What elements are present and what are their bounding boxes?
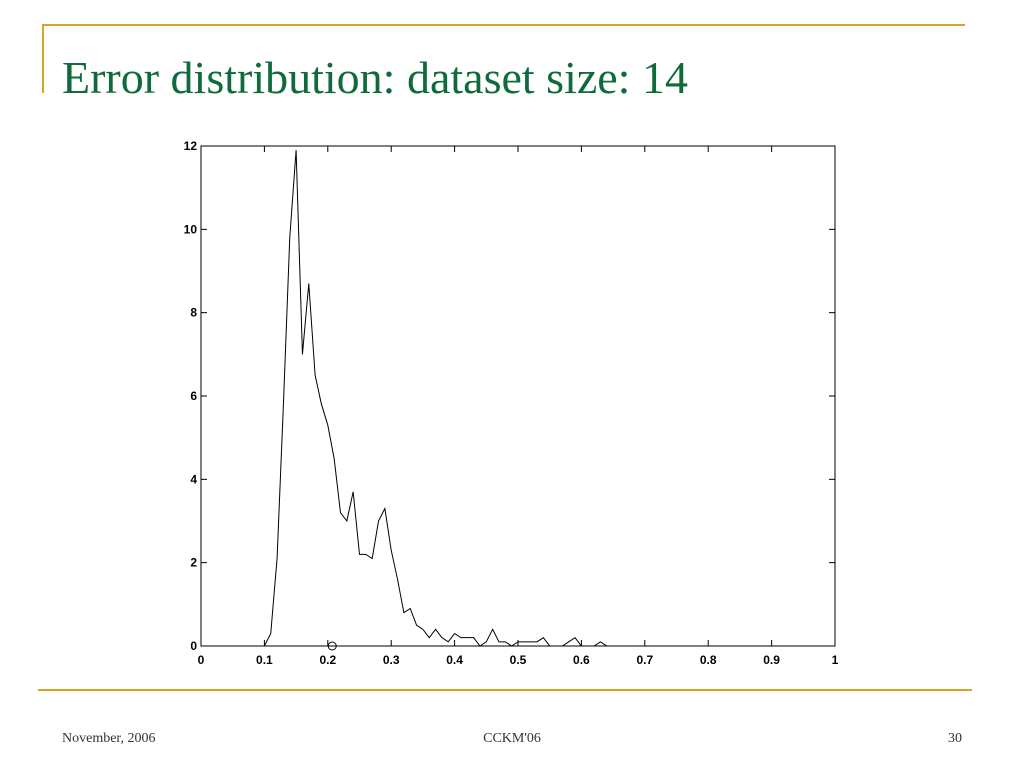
y-tick-label: 10 (184, 222, 198, 236)
footer-event: CCKM'06 (483, 731, 541, 746)
footer-date: November, 2006 (62, 731, 156, 746)
x-tick-label: 0.8 (700, 653, 717, 667)
x-tick-label: 0.5 (510, 653, 527, 667)
y-tick-label: 8 (190, 306, 197, 320)
y-tick-label: 2 (190, 556, 197, 570)
y-tick-label: 4 (190, 472, 197, 486)
data-line (201, 150, 835, 647)
y-tick-label: 0 (190, 639, 197, 653)
x-tick-label: 0.4 (446, 653, 463, 667)
plot-frame (200, 145, 836, 647)
x-tick-label: 0.2 (319, 653, 336, 667)
x-tick-label: 0 (198, 653, 205, 667)
y-tick-label: 6 (190, 389, 197, 403)
x-tick-label: 0.1 (256, 653, 273, 667)
x-tick-label: 0.7 (636, 653, 653, 667)
marker (327, 641, 337, 651)
x-tick-label: 1 (832, 653, 839, 667)
page-number: 30 (948, 731, 962, 746)
x-tick-label: 0.9 (763, 653, 780, 667)
slide-title: Error distribution: dataset size: 14 (62, 52, 688, 103)
x-tick-label: 0.3 (383, 653, 400, 667)
x-tick-label: 0.6 (573, 653, 590, 667)
y-tick-label: 12 (184, 139, 198, 153)
